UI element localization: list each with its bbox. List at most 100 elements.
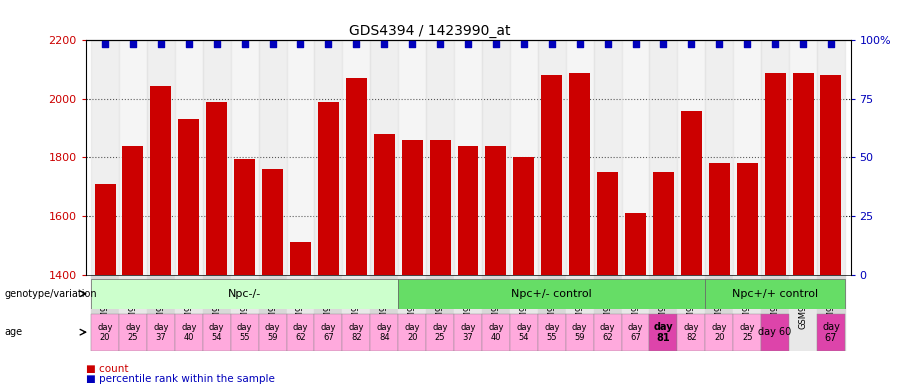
- Bar: [370, 314, 398, 351]
- Text: GSM973259: GSM973259: [631, 278, 640, 329]
- Text: day
20: day 20: [404, 323, 420, 341]
- Bar: [202, 314, 230, 351]
- Bar: [286, 275, 314, 351]
- Point: [98, 41, 112, 47]
- Text: day
67: day 67: [320, 323, 337, 341]
- Text: GSM973263: GSM973263: [352, 278, 361, 329]
- Text: GSM973261: GSM973261: [659, 278, 668, 329]
- Bar: [426, 275, 454, 351]
- Text: day
84: day 84: [376, 323, 392, 341]
- Bar: [761, 40, 789, 275]
- Bar: [147, 40, 175, 275]
- Bar: [346, 78, 367, 275]
- Text: GSM973238: GSM973238: [715, 278, 724, 329]
- Bar: [653, 172, 674, 275]
- Bar: [398, 279, 706, 308]
- Bar: [650, 314, 678, 351]
- Bar: [538, 275, 566, 351]
- Bar: [594, 40, 622, 275]
- Bar: [594, 275, 622, 351]
- Point: [656, 41, 670, 47]
- Bar: [94, 184, 115, 275]
- Text: day
55: day 55: [544, 323, 560, 341]
- Point: [544, 41, 559, 47]
- Bar: [817, 275, 845, 351]
- Bar: [314, 275, 342, 351]
- Text: GSM973244: GSM973244: [464, 278, 472, 329]
- Bar: [678, 314, 706, 351]
- Bar: [429, 140, 451, 275]
- Bar: [482, 40, 510, 275]
- Bar: [286, 314, 314, 351]
- Bar: [566, 275, 594, 351]
- Text: day
62: day 62: [292, 323, 308, 341]
- Bar: [370, 275, 398, 351]
- Bar: [625, 213, 646, 275]
- Text: day
67: day 67: [628, 323, 644, 341]
- Bar: [119, 40, 147, 275]
- Text: day
54: day 54: [209, 323, 224, 341]
- Bar: [230, 40, 258, 275]
- Bar: [482, 275, 510, 351]
- Bar: [566, 40, 594, 275]
- Text: day
55: day 55: [237, 323, 252, 341]
- Bar: [119, 275, 147, 351]
- Bar: [258, 40, 286, 275]
- Bar: [318, 102, 339, 275]
- Bar: [206, 102, 227, 275]
- Bar: [706, 314, 734, 351]
- Text: GSM973260: GSM973260: [324, 278, 333, 329]
- Text: Npc-/-: Npc-/-: [228, 289, 261, 299]
- Text: GSM973258: GSM973258: [826, 278, 835, 329]
- Bar: [622, 314, 650, 351]
- Point: [182, 41, 196, 47]
- Point: [405, 41, 419, 47]
- Bar: [510, 314, 538, 351]
- Bar: [538, 40, 566, 275]
- Bar: [401, 140, 423, 275]
- Bar: [734, 314, 761, 351]
- Point: [433, 41, 447, 47]
- Point: [238, 41, 252, 47]
- Bar: [457, 146, 479, 275]
- Bar: [91, 275, 119, 351]
- Text: GSM973247: GSM973247: [184, 278, 194, 329]
- Text: GSM973251: GSM973251: [240, 278, 249, 329]
- Text: day 60: day 60: [759, 327, 792, 337]
- Point: [461, 41, 475, 47]
- Point: [321, 41, 336, 47]
- Bar: [485, 146, 507, 275]
- Bar: [398, 40, 426, 275]
- Bar: [342, 275, 370, 351]
- Text: GSM973257: GSM973257: [296, 278, 305, 329]
- Point: [628, 41, 643, 47]
- Bar: [258, 275, 286, 351]
- Text: day
25: day 25: [432, 323, 448, 341]
- Point: [154, 41, 168, 47]
- Bar: [454, 275, 482, 351]
- Bar: [706, 275, 734, 351]
- Text: day
40: day 40: [181, 323, 196, 341]
- Title: GDS4394 / 1423990_at: GDS4394 / 1423990_at: [349, 24, 510, 38]
- Text: day
40: day 40: [488, 323, 504, 341]
- Bar: [681, 111, 702, 275]
- Text: GSM973239: GSM973239: [742, 278, 752, 329]
- Bar: [147, 275, 175, 351]
- Bar: [122, 146, 143, 275]
- Bar: [821, 76, 842, 275]
- Point: [349, 41, 364, 47]
- Point: [126, 41, 140, 47]
- Bar: [454, 314, 482, 351]
- Text: GSM973262: GSM973262: [687, 278, 696, 329]
- Bar: [594, 314, 622, 351]
- Point: [489, 41, 503, 47]
- Bar: [706, 40, 734, 275]
- Bar: [761, 275, 789, 351]
- Text: ■ count: ■ count: [86, 364, 128, 374]
- Bar: [597, 172, 618, 275]
- Bar: [510, 40, 538, 275]
- Point: [517, 41, 531, 47]
- Text: Npc+/- control: Npc+/- control: [511, 289, 592, 299]
- Bar: [147, 314, 175, 351]
- Text: GSM973255: GSM973255: [603, 278, 612, 329]
